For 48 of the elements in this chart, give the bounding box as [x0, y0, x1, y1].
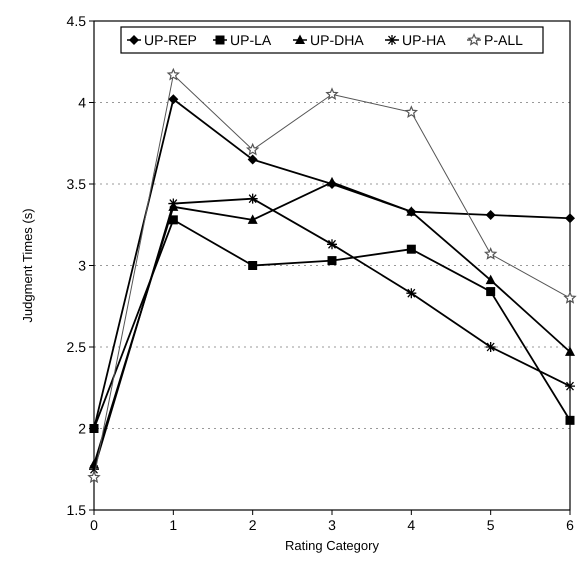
legend-label: UP-HA [402, 32, 446, 48]
x-tick-label: 4 [407, 517, 416, 533]
x-tick-label: 5 [486, 517, 495, 533]
x-tick-label: 1 [169, 517, 178, 533]
point [88, 471, 100, 482]
y-axis-title: Judgment Times (s) [20, 208, 35, 323]
legend-label: UP-REP [144, 32, 197, 48]
point [248, 214, 258, 224]
point [406, 106, 418, 118]
point [247, 193, 258, 204]
point [326, 88, 338, 100]
y-tick-label: 1.5 [66, 502, 86, 518]
y-tick-label: 4.5 [66, 12, 86, 29]
point [484, 248, 496, 260]
point [486, 274, 496, 284]
x-tick-label: 3 [328, 517, 336, 533]
legend-label: UP-DHA [310, 32, 364, 48]
point [406, 288, 417, 299]
y-tick-label: 3.5 [66, 176, 86, 192]
y-tick-label: 4 [78, 94, 86, 110]
point [248, 261, 258, 270]
legend-label: UP-LA [230, 32, 272, 48]
point [486, 287, 496, 296]
point [327, 176, 337, 186]
point [485, 341, 496, 353]
point [565, 213, 575, 224]
y-tick-label: 2.5 [66, 338, 86, 355]
point [246, 144, 258, 155]
point [406, 244, 416, 254]
x-tick-label: 6 [566, 517, 574, 533]
point [566, 416, 574, 425]
point [168, 198, 179, 210]
point [564, 292, 576, 304]
point [486, 210, 496, 220]
x-tick-label: 2 [248, 517, 257, 533]
y-tick-label: 3 [78, 257, 86, 274]
point [248, 154, 258, 165]
y-tick-label: 2 [78, 420, 86, 436]
point [168, 94, 178, 104]
point [328, 256, 336, 266]
x-tick-label: 0 [90, 517, 98, 533]
x-axis-title: Rating Category [285, 538, 380, 553]
point [565, 346, 575, 356]
point [564, 380, 576, 392]
point [88, 464, 100, 475]
point [326, 238, 338, 250]
point [168, 68, 180, 80]
legend-label: P-ALL [484, 32, 524, 48]
